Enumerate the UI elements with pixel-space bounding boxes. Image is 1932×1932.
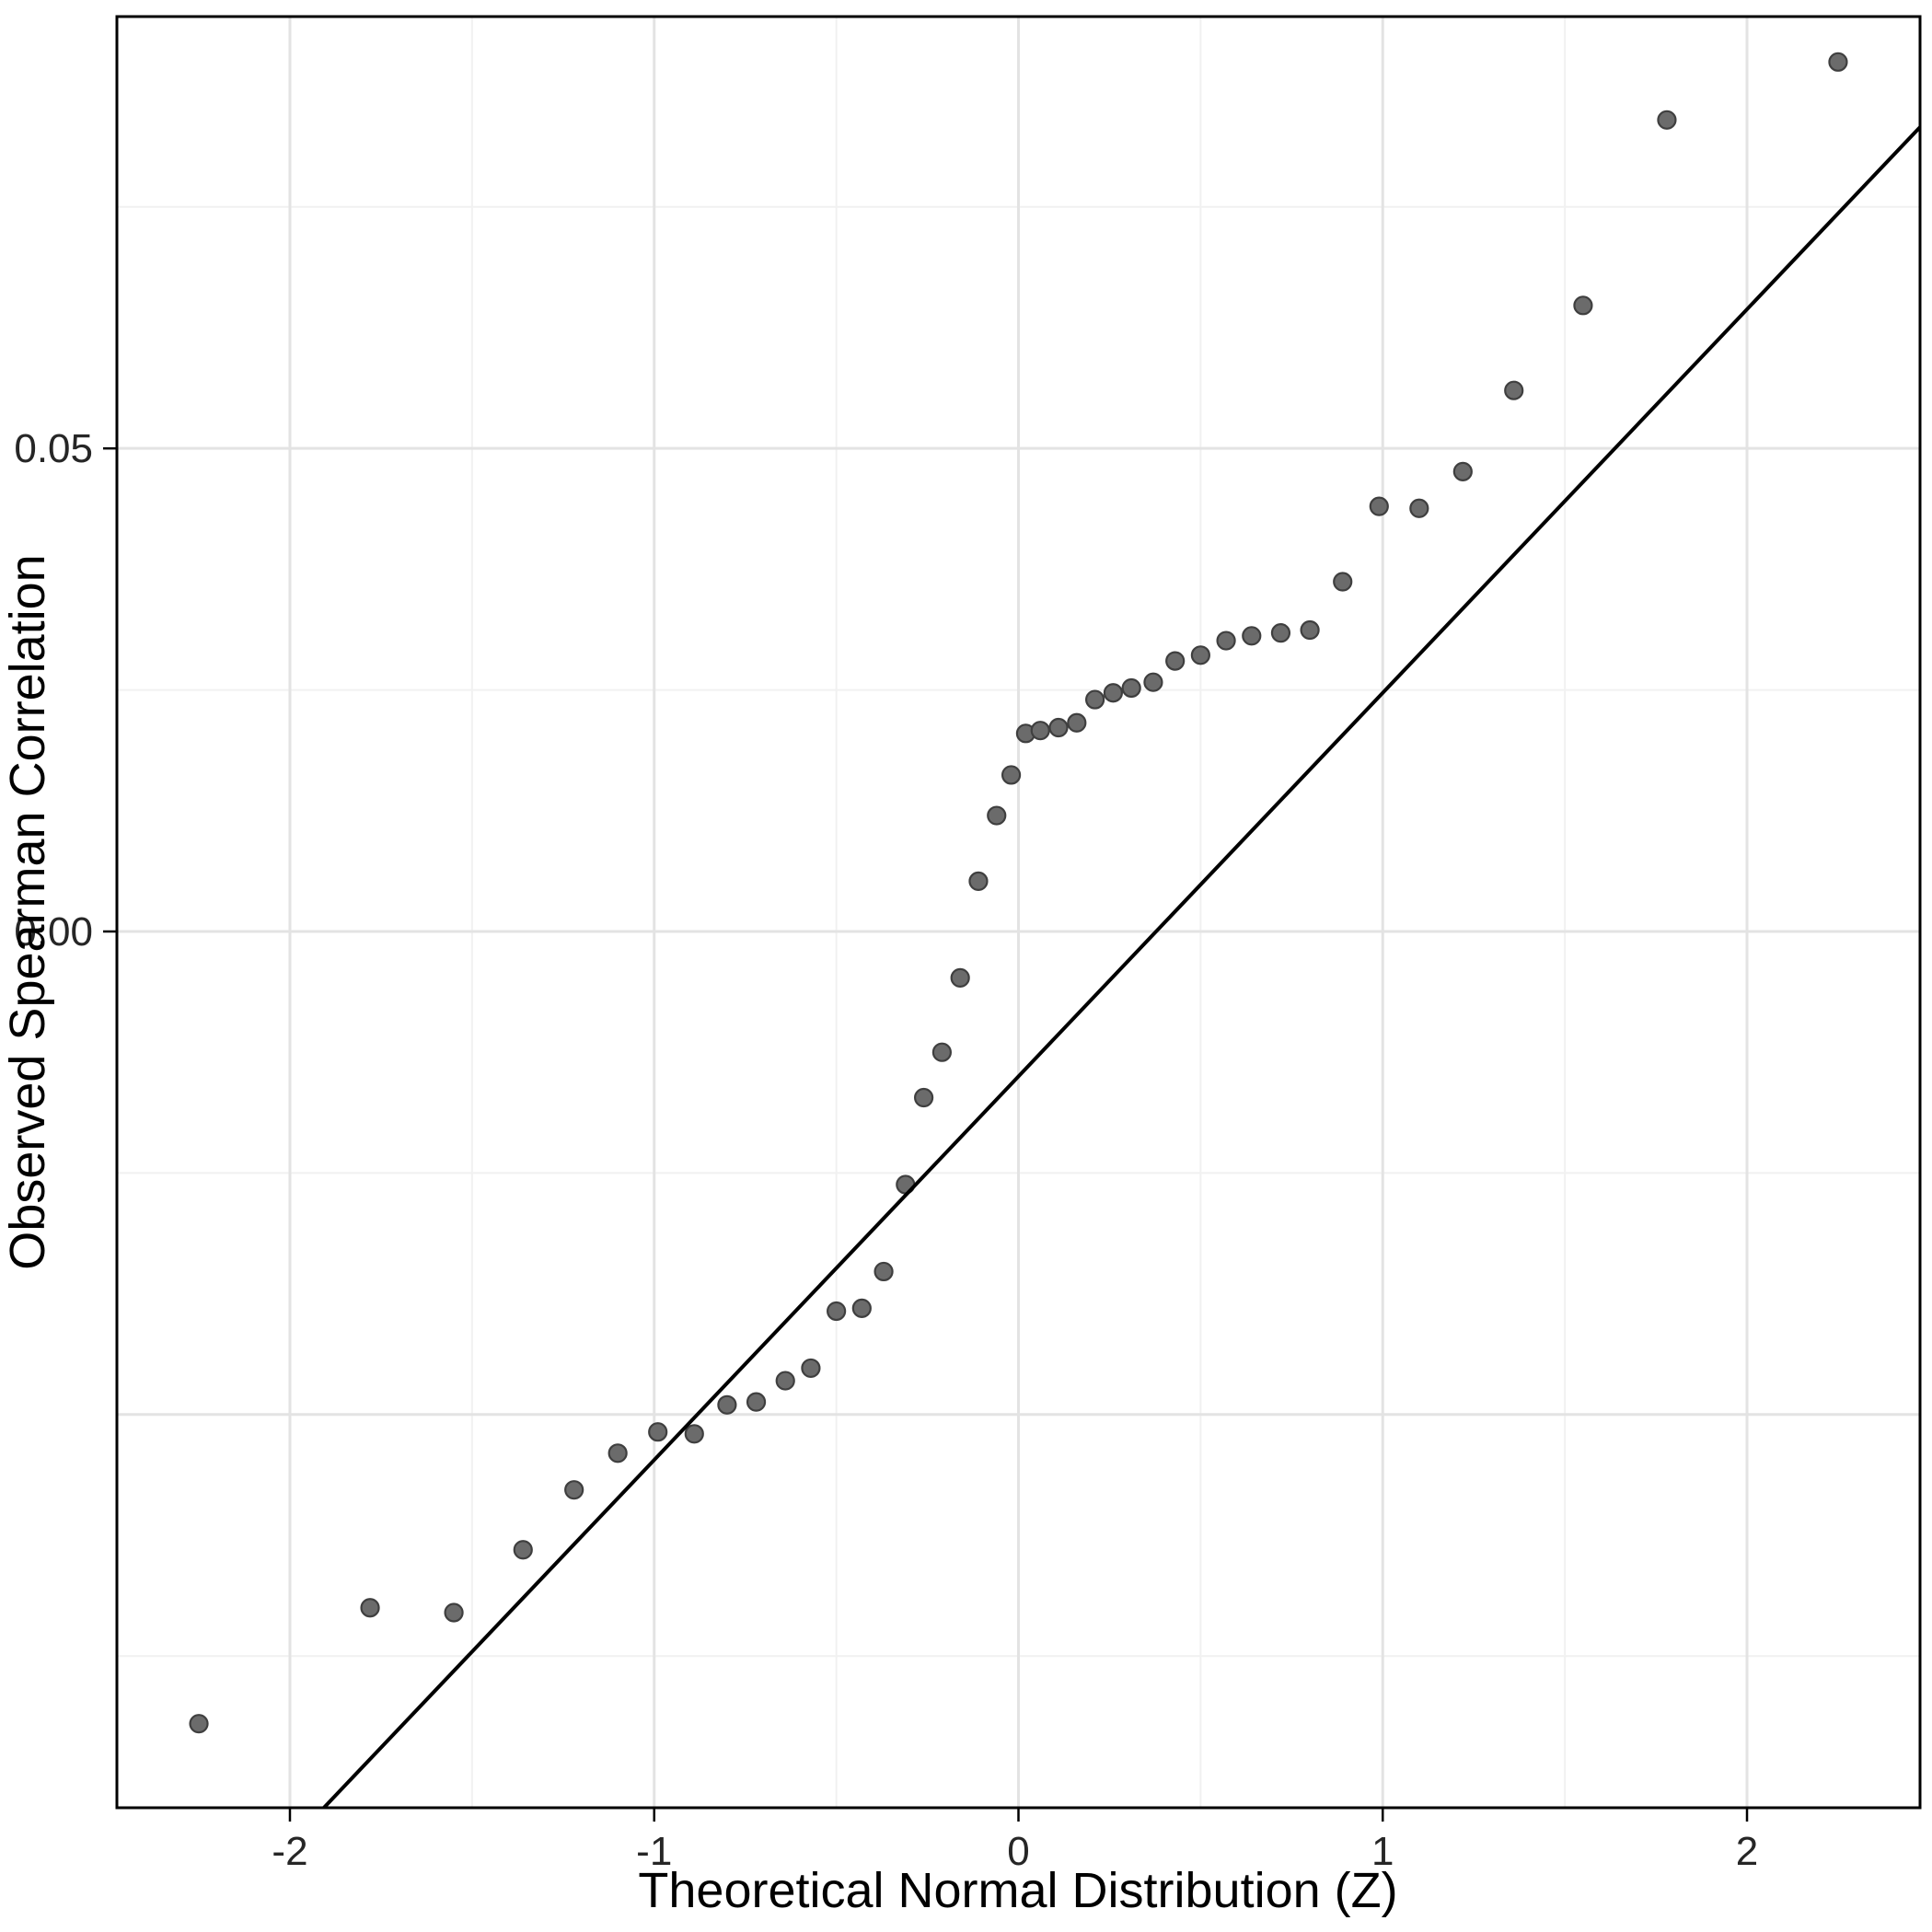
data-point [444, 1602, 464, 1623]
data-point [1504, 380, 1524, 400]
y-axis-title: Observed Spearman Correlation [0, 554, 55, 1269]
data-point [1452, 461, 1473, 481]
data-point [968, 871, 989, 892]
gridline-layer [117, 17, 1920, 1808]
data-point [717, 1394, 737, 1415]
x-tick-label: 0 [1007, 1829, 1029, 1874]
data-point [1409, 498, 1429, 518]
data-point [1828, 52, 1848, 72]
data-point [1067, 712, 1087, 733]
data-point [513, 1540, 533, 1560]
data-point [1001, 765, 1022, 785]
data-point [189, 1714, 209, 1734]
data-point [987, 805, 1007, 826]
data-point [1657, 110, 1677, 130]
data-point [1333, 572, 1353, 592]
data-point [873, 1261, 894, 1282]
data-point [564, 1480, 584, 1500]
data-point [648, 1422, 668, 1442]
x-tick-label: -1 [636, 1829, 672, 1874]
data-point [931, 1042, 952, 1062]
data-point [1270, 623, 1291, 643]
data-point [1369, 496, 1389, 516]
axis-ticks-layer: -2 -1 0 1 2 0.05 0.00 [14, 426, 1758, 1874]
data-point [801, 1358, 821, 1379]
data-point [1103, 683, 1123, 703]
qq-reference-line [321, 125, 1920, 1808]
data-point [1143, 672, 1163, 692]
data-point [1030, 721, 1050, 741]
data-point [1242, 626, 1262, 646]
data-point [1190, 645, 1210, 665]
data-point [1085, 689, 1105, 710]
x-tick-label: 1 [1371, 1829, 1394, 1874]
data-point [1121, 677, 1141, 699]
data-point [950, 967, 970, 988]
data-point [775, 1371, 795, 1391]
data-point [1216, 631, 1236, 651]
data-point [1573, 295, 1593, 316]
x-tick-label: 2 [1736, 1829, 1758, 1874]
x-tick-label: -2 [272, 1829, 307, 1874]
y-tick-label: 0.00 [14, 909, 93, 954]
scatter-points-layer [189, 52, 1848, 1734]
data-point [827, 1301, 847, 1322]
data-point [746, 1392, 767, 1412]
data-point [1048, 717, 1069, 738]
data-point [607, 1443, 628, 1463]
x-axis-title: Theoretical Normal Distribution (Z) [638, 1863, 1397, 1918]
data-point [1300, 619, 1320, 641]
reference-line-layer [321, 125, 1920, 1808]
y-tick-label: 0.05 [14, 426, 93, 471]
data-point [851, 1298, 872, 1318]
data-point [1165, 651, 1186, 671]
data-point [914, 1087, 934, 1108]
data-point [360, 1598, 380, 1618]
data-point [684, 1424, 704, 1444]
